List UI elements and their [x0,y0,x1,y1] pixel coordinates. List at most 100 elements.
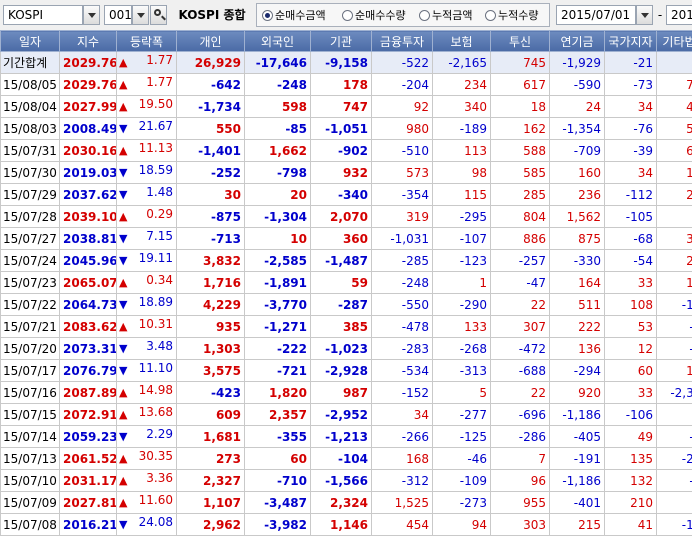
cell-date: 15/07/17 [1,360,60,382]
column-header-index[interactable]: 지수 [60,31,117,52]
cell-other: -46 [657,470,692,492]
cell-other: 4 [657,52,692,74]
cell-foreign: -355 [245,426,311,448]
cell-institution: -287 [311,294,372,316]
cell-foreign: 1,662 [245,140,311,162]
cell-index: 2029.76 [60,52,117,74]
cell-institution: 360 [311,228,372,250]
cell-other: 414 [657,96,692,118]
start-date-input[interactable]: 2015/07/01 [556,5,636,25]
column-header-date[interactable]: 일자 [1,31,60,52]
cell-date: 15/07/22 [1,294,60,316]
cell-foreign: -222 [245,338,311,360]
cell-foreign: -17,646 [245,52,311,74]
search-button[interactable] [150,5,167,25]
cell-financial: -204 [372,74,433,96]
cell-trust: 955 [491,492,550,514]
cell-insurance: 98 [433,162,491,184]
up-triangle-icon: ▲ [119,449,127,469]
cell-date: 15/07/30 [1,162,60,184]
radio-label: 누적수량 [498,9,538,22]
radio-cumulative-amount[interactable]: 누적금액 [419,8,472,24]
cell-foreign: -3,487 [245,492,311,514]
cell-index: 2072.91 [60,404,117,426]
cell-government: 12 [605,338,657,360]
cell-trust: 745 [491,52,550,74]
cell-pension: -1,929 [550,52,605,74]
cell-institution: 2,070 [311,206,372,228]
cell-date: 15/07/16 [1,382,60,404]
code-dropdown-button[interactable] [132,5,149,25]
cell-individual: 1,107 [177,492,245,514]
cell-pension: -191 [550,448,605,470]
up-triangle-icon: ▲ [119,471,127,491]
cell-index: 2073.31 [60,338,117,360]
down-triangle-icon: ▼ [119,339,127,359]
column-header-foreign[interactable]: 외국인 [245,31,311,52]
cell-foreign: 60 [245,448,311,470]
cell-pension: -405 [550,426,605,448]
end-date-input[interactable]: 2015 [666,5,692,25]
cell-foreign: -721 [245,360,311,382]
cell-foreign: -1,271 [245,316,311,338]
cell-change: ▼18.89 [117,294,177,316]
cell-pension: 222 [550,316,605,338]
radio-net-buy-quantity[interactable]: 순매수수량 [342,8,406,24]
cell-pension: 136 [550,338,605,360]
cell-institution: 385 [311,316,372,338]
cell-trust: 285 [491,184,550,206]
market-dropdown-button[interactable] [83,5,100,25]
column-header-institution[interactable]: 기관 [311,31,372,52]
column-header-individual[interactable]: 개인 [177,31,245,52]
down-triangle-icon: ▼ [119,163,127,183]
column-header-other[interactable]: 기타법인 [657,31,692,52]
column-header-insurance[interactable]: 보험 [433,31,491,52]
cell-pension: -401 [550,492,605,514]
cell-individual: 609 [177,404,245,426]
cell-other: 239 [657,250,692,272]
down-triangle-icon: ▼ [119,185,127,205]
column-header-pension[interactable]: 연기금 [550,31,605,52]
code-input[interactable]: 001 [104,5,132,25]
cell-pension: 236 [550,184,605,206]
column-header-government[interactable]: 국가지자 [605,31,657,52]
market-select[interactable]: KOSPI [3,5,83,25]
cell-change: ▲0.29 [117,206,177,228]
cell-trust: 22 [491,294,550,316]
radio-net-buy-amount[interactable]: 순매수금액 [262,8,326,24]
column-header-financial[interactable]: 금융투자 [372,31,433,52]
start-date-calendar-button[interactable] [636,5,653,25]
cell-date: 15/08/05 [1,74,60,96]
column-header-trust[interactable]: 투신 [491,31,550,52]
radio-cumulative-quantity[interactable]: 누적수량 [485,8,538,24]
cell-other: -213 [657,448,692,470]
column-header-change[interactable]: 등락폭 [117,31,177,52]
cell-date: 15/07/21 [1,316,60,338]
cell-individual: 3,832 [177,250,245,272]
change-value: 0.34 [146,273,173,287]
cell-institution: -2,952 [311,404,372,426]
investor-trading-table: 일자지수등락폭개인외국인기관금융투자보험투신연기금국가지자기타법인 기간합계20… [0,30,692,536]
